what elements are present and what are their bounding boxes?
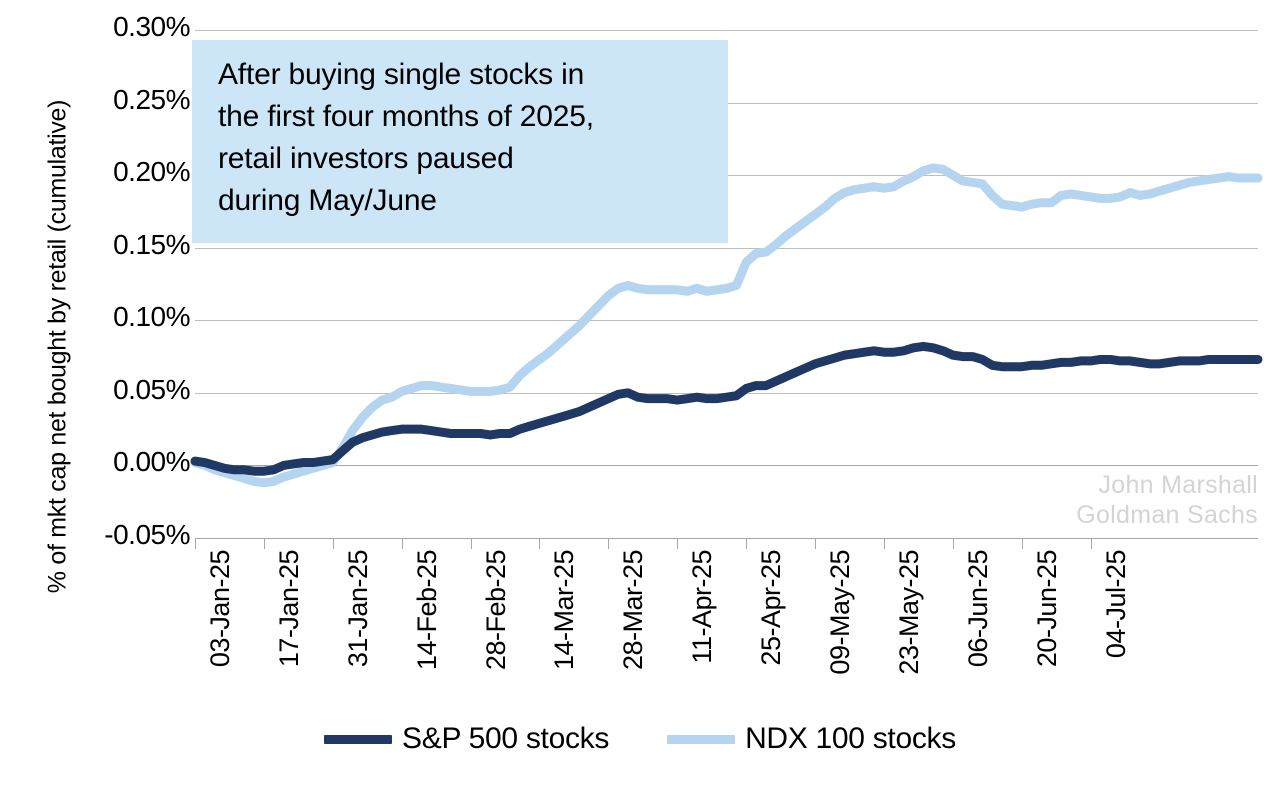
y-tick-label: 0.30%: [113, 11, 190, 42]
watermark-firm: Goldman Sachs: [1076, 501, 1258, 529]
x-tick-label: 31-Jan-25: [342, 550, 373, 668]
y-axis-tick-labels: 0.30% 0.25% 0.20% 0.15% 0.10% 0.05% 0.00% -0.05…: [60, 0, 190, 790]
x-tick-label: 11-Apr-25: [687, 550, 718, 664]
x-tick-mark: [195, 538, 196, 549]
y-tick-label: -0.05%: [104, 519, 190, 550]
gridline: [195, 320, 1258, 322]
x-tick-label: 20-Jun-25: [1031, 550, 1062, 668]
watermark: John Marshall Goldman Sachs: [1022, 470, 1258, 530]
legend-item[interactable]: NDX 100 stocks: [667, 722, 956, 756]
annotation-line: After buying single stocks in: [218, 58, 585, 91]
legend-label: S&P 500 stocks: [402, 722, 610, 755]
x-tick-mark: [470, 538, 472, 549]
x-tick-label: 14-Feb-25: [411, 550, 442, 671]
y-tick-label: 0.00%: [113, 446, 190, 478]
x-tick-mark: [815, 538, 817, 549]
x-tick-mark: [1090, 538, 1092, 549]
x-tick-mark: [952, 538, 954, 549]
x-axis-line: [195, 538, 1258, 539]
y-tick-label: 0.05%: [113, 373, 190, 405]
x-tick-label: 06-Jun-25: [962, 550, 993, 668]
annotation-line: the first four months of 2025,: [218, 100, 594, 133]
x-tick-mark: [539, 538, 541, 549]
chart-legend: S&P 500 stocks NDX 100 stocks: [0, 722, 1280, 756]
x-tick-label: 28-Mar-25: [618, 550, 649, 671]
x-tick-mark: [332, 538, 334, 549]
y-tick-label: 0.10%: [113, 301, 190, 333]
gridline: [195, 247, 1258, 249]
annotation-line: retail investors paused: [218, 142, 514, 175]
series-line: [190, 163, 1263, 488]
legend-swatch: [667, 734, 736, 744]
x-tick-label: 04-Jul-25: [1100, 550, 1131, 659]
series-line: [190, 341, 1263, 476]
watermark-author: John Marshall: [1098, 471, 1258, 499]
x-tick-label: 23-May-25: [893, 550, 924, 675]
legend-label: NDX 100 stocks: [745, 722, 956, 755]
annotation-line: during May/June: [218, 184, 437, 217]
x-tick-label: 17-Jan-25: [273, 550, 304, 668]
x-tick-label: 14-Mar-25: [549, 550, 580, 671]
x-tick-mark: [883, 538, 885, 549]
x-tick-mark: [401, 538, 403, 549]
gridline: [195, 30, 1258, 31]
y-tick-label: 0.15%: [113, 228, 190, 260]
y-tick-label: 0.20%: [113, 156, 190, 188]
x-tick-mark: [746, 538, 748, 549]
x-tick-label: 09-May-25: [825, 550, 856, 675]
x-tick-mark: [263, 538, 265, 549]
y-tick-label: 0.25%: [113, 83, 190, 115]
zero-axis-line: [195, 465, 1258, 467]
annotation-callout: After buying single stocks in the first f…: [192, 40, 728, 243]
x-tick-label: 03-Jan-25: [205, 550, 235, 668]
x-tick-mark: [677, 538, 679, 549]
legend-item[interactable]: S&P 500 stocks: [324, 722, 609, 756]
series-lines: [190, 163, 1263, 488]
x-tick-mark: [608, 538, 610, 549]
legend-swatch: [324, 734, 393, 744]
x-tick-mark: [1021, 538, 1023, 549]
x-tick-label: 25-Apr-25: [756, 550, 787, 666]
x-tick-label: 28-Feb-25: [480, 550, 511, 671]
